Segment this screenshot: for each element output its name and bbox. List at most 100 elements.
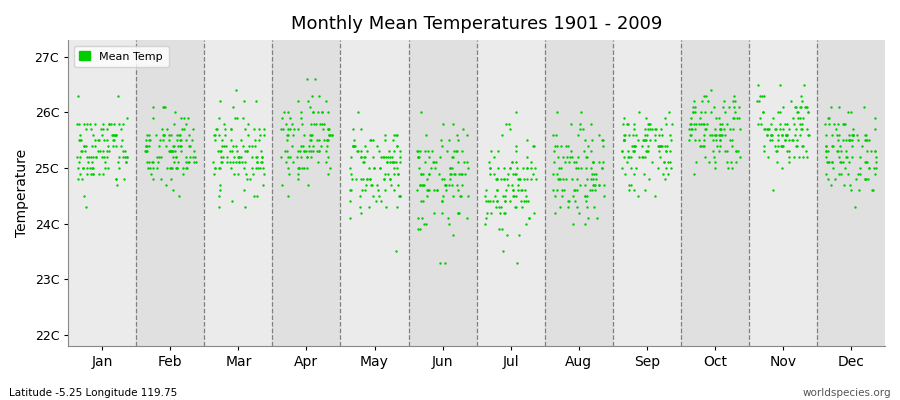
- Point: [509, 204, 524, 210]
- Point: [655, 142, 670, 149]
- Point: [361, 204, 375, 210]
- Point: [839, 148, 853, 154]
- Point: [111, 159, 125, 166]
- Point: [280, 132, 294, 138]
- Point: [207, 165, 221, 171]
- Point: [92, 137, 106, 144]
- Point: [718, 148, 733, 154]
- Point: [418, 159, 433, 166]
- Point: [454, 170, 469, 177]
- Point: [765, 187, 779, 194]
- Point: [648, 132, 662, 138]
- Point: [452, 209, 466, 216]
- Point: [791, 154, 806, 160]
- Point: [831, 120, 845, 127]
- Point: [647, 193, 662, 199]
- Point: [167, 109, 182, 116]
- Point: [295, 120, 310, 127]
- Point: [844, 137, 859, 144]
- Point: [782, 126, 796, 132]
- Point: [518, 176, 532, 182]
- Point: [182, 142, 196, 149]
- Point: [868, 165, 883, 171]
- Point: [302, 148, 316, 154]
- Point: [139, 142, 153, 149]
- Point: [206, 159, 220, 166]
- Point: [553, 204, 567, 210]
- Point: [653, 142, 668, 149]
- Point: [553, 176, 567, 182]
- Point: [732, 115, 746, 121]
- Point: [238, 204, 252, 210]
- Point: [185, 154, 200, 160]
- Point: [230, 154, 245, 160]
- Point: [699, 92, 714, 99]
- Point: [212, 204, 227, 210]
- Point: [279, 148, 293, 154]
- Point: [374, 165, 388, 171]
- Point: [343, 187, 357, 194]
- Point: [167, 148, 182, 154]
- Point: [302, 98, 316, 104]
- Point: [310, 159, 325, 166]
- Point: [242, 142, 256, 149]
- Point: [218, 132, 232, 138]
- Point: [342, 215, 356, 221]
- Point: [310, 120, 324, 127]
- Point: [836, 120, 850, 127]
- Point: [210, 126, 224, 132]
- Point: [561, 142, 575, 149]
- Point: [527, 142, 542, 149]
- Point: [831, 137, 845, 144]
- Point: [120, 115, 134, 121]
- Point: [234, 137, 248, 144]
- Point: [219, 142, 233, 149]
- Point: [312, 92, 327, 99]
- Point: [713, 132, 727, 138]
- Point: [830, 148, 844, 154]
- Point: [846, 132, 860, 138]
- Point: [348, 176, 363, 182]
- Point: [140, 148, 154, 154]
- Point: [830, 132, 844, 138]
- Point: [76, 176, 90, 182]
- Point: [573, 126, 588, 132]
- Point: [115, 154, 130, 160]
- Point: [178, 137, 193, 144]
- Point: [486, 198, 500, 204]
- Point: [616, 132, 631, 138]
- Point: [728, 148, 742, 154]
- Point: [484, 209, 499, 216]
- Point: [636, 137, 651, 144]
- Point: [683, 120, 698, 127]
- Point: [364, 182, 378, 188]
- Point: [794, 92, 808, 99]
- Point: [412, 182, 427, 188]
- Point: [821, 176, 835, 182]
- Point: [727, 92, 742, 99]
- Point: [520, 176, 535, 182]
- Point: [755, 109, 770, 116]
- Point: [169, 165, 184, 171]
- Point: [489, 176, 503, 182]
- Point: [842, 137, 856, 144]
- Point: [724, 159, 738, 166]
- Point: [70, 154, 85, 160]
- Point: [220, 159, 234, 166]
- Point: [366, 154, 381, 160]
- Point: [275, 115, 290, 121]
- Point: [86, 165, 100, 171]
- Point: [763, 137, 778, 144]
- Point: [393, 159, 408, 166]
- Point: [484, 148, 499, 154]
- Point: [632, 154, 646, 160]
- Point: [180, 165, 194, 171]
- Point: [162, 137, 176, 144]
- Point: [446, 170, 461, 177]
- Point: [212, 193, 226, 199]
- Point: [779, 132, 794, 138]
- Point: [519, 198, 534, 204]
- Point: [651, 165, 665, 171]
- Point: [771, 132, 786, 138]
- Point: [616, 137, 631, 144]
